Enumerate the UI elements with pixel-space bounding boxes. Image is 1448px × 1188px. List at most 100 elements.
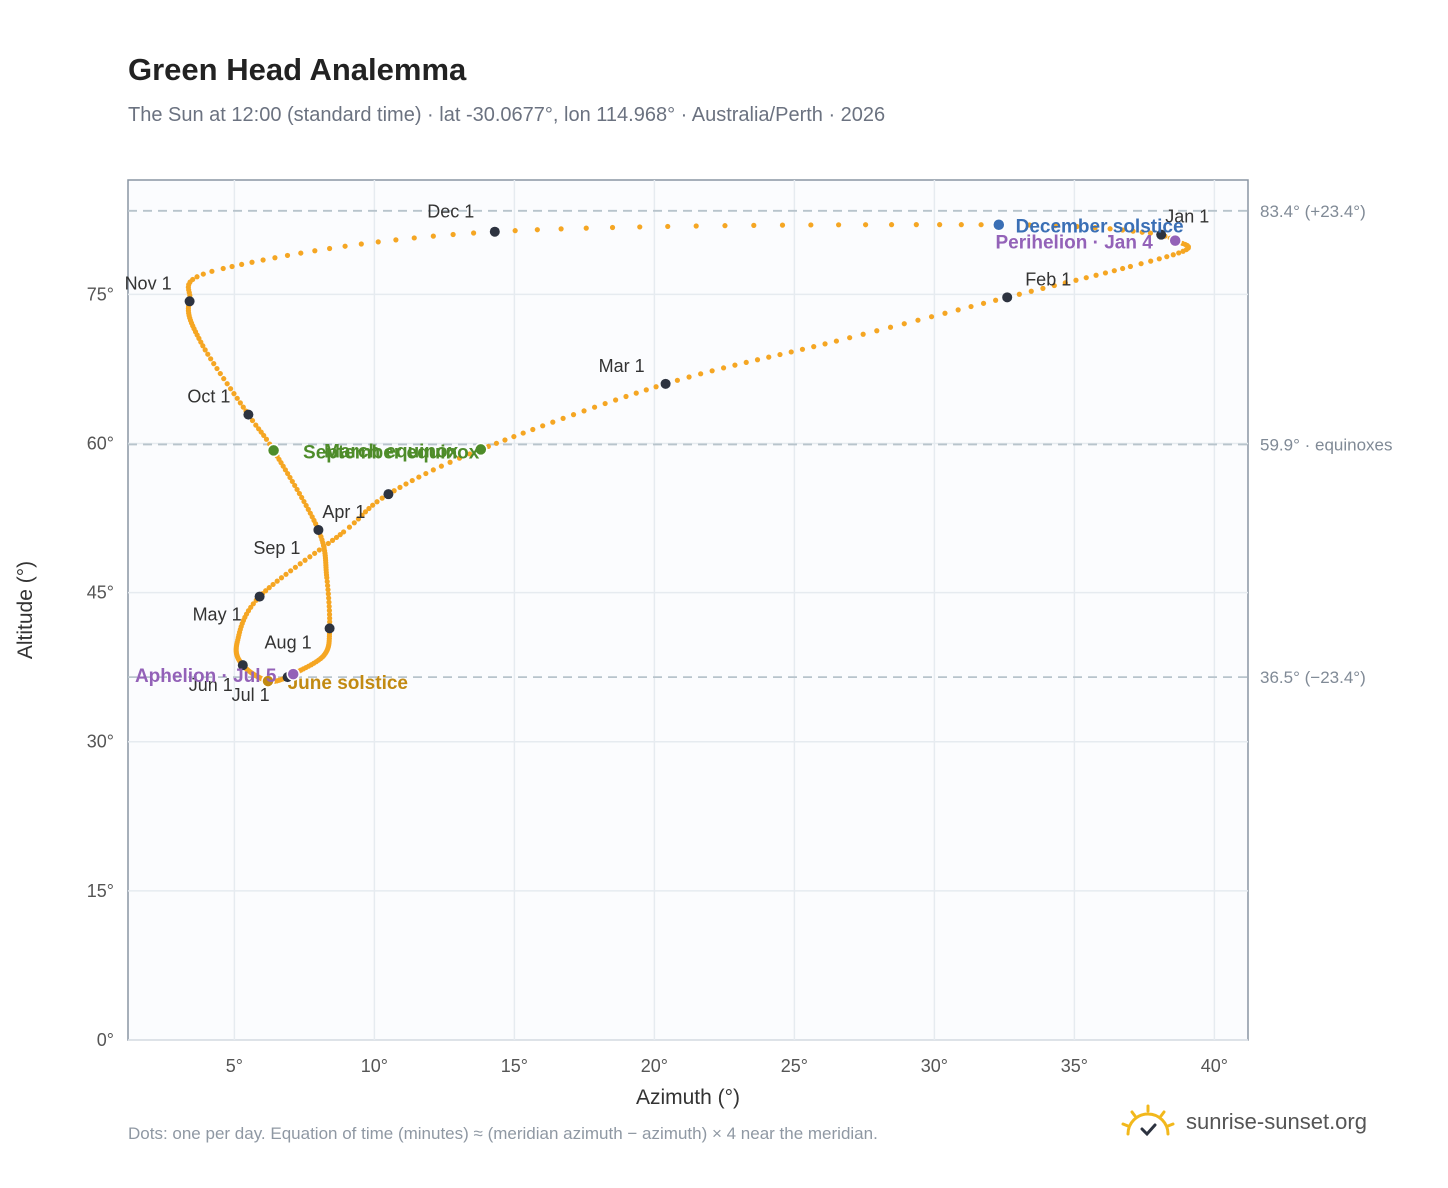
day-dot [326, 603, 332, 610]
day-dot [292, 564, 298, 570]
day-dot [901, 321, 907, 327]
event-marker [266, 443, 281, 458]
day-dot [1016, 291, 1022, 297]
day-dot [693, 223, 699, 229]
day-dot [913, 222, 919, 228]
day-dot [1156, 256, 1162, 262]
month-label: Jan 1 [1165, 207, 1209, 227]
x-axis-label: Azimuth (°) [636, 1086, 740, 1109]
day-dot [1107, 226, 1113, 232]
day-dot [1026, 222, 1033, 228]
day-dot [278, 575, 285, 581]
day-dot [447, 459, 453, 465]
day-dot [822, 341, 828, 347]
day-dot [299, 494, 305, 501]
day-dot [1127, 263, 1133, 270]
month-label: Apr 1 [322, 502, 365, 522]
y-tick-label: 0° [97, 1030, 114, 1050]
day-dot [534, 227, 540, 233]
day-dot [411, 235, 417, 241]
day-dot [955, 307, 961, 313]
day-dot [1147, 230, 1154, 236]
event-label: December solstice [1016, 217, 1184, 238]
event-marker [261, 674, 275, 688]
month-label: Dec 1 [427, 202, 474, 222]
y-tick-label: 75° [87, 284, 114, 304]
day-dot [860, 331, 866, 337]
brand[interactable]: sunrise-sunset.org [1120, 1104, 1367, 1140]
day-dot [379, 495, 385, 501]
day-dot [303, 502, 309, 509]
day-dot [530, 426, 536, 433]
y-axis-label: Altitude (°) [14, 561, 37, 659]
day-dot [284, 252, 291, 259]
day-dot [637, 224, 643, 230]
day-dot [788, 349, 794, 355]
day-dot [423, 470, 429, 477]
day-dot [1119, 227, 1126, 233]
day-dot [326, 607, 332, 614]
day-dot [777, 351, 783, 358]
day-dot [316, 547, 322, 553]
day-dot [467, 451, 473, 457]
day-dot [296, 490, 302, 497]
event-label: March equinox [324, 441, 459, 462]
day-dot [234, 395, 240, 401]
day-dot [274, 578, 280, 584]
day-dot [623, 393, 629, 400]
day-dot [266, 585, 272, 591]
day-dot [430, 233, 436, 239]
day-dot [450, 231, 456, 238]
day-dot [397, 484, 403, 490]
day-dot [326, 599, 332, 605]
day-dot [847, 335, 853, 341]
day-dot [329, 537, 336, 543]
day-dot [205, 351, 211, 357]
day-dot [1176, 250, 1182, 256]
day-dot [560, 415, 566, 421]
event-label: September equinox [303, 442, 480, 463]
day-dot [202, 347, 208, 353]
day-dot [211, 361, 217, 367]
month-label: Oct 1 [187, 387, 230, 407]
day-dot [337, 532, 343, 538]
day-dot [301, 498, 307, 505]
day-dot [1120, 265, 1126, 272]
day-dot [375, 239, 381, 245]
x-tick-label: 5° [226, 1056, 243, 1076]
day-dot [766, 354, 772, 360]
day-dot [665, 223, 671, 230]
day-dot [633, 390, 639, 396]
day-dot [512, 228, 518, 234]
day-dot [305, 506, 311, 512]
reference-line-label: 36.5° (−23.4°) [1260, 668, 1366, 687]
day-dot [302, 557, 308, 563]
day-dot [754, 357, 761, 363]
day-dot [260, 257, 266, 263]
day-dot [1138, 261, 1144, 267]
day-dot [333, 534, 340, 541]
day-dot [1062, 280, 1068, 286]
day-dot [811, 344, 817, 350]
event-label: Aphelion · Jul 5 [135, 666, 277, 687]
reference-lines: 83.4° (+23.4°) 59.9° · equinoxes 36.5° (−2… [128, 202, 1393, 687]
day-dot [550, 419, 556, 425]
day-dot [942, 310, 948, 316]
day-dot [351, 520, 357, 526]
month-label: May 1 [193, 605, 242, 625]
grid-lines [128, 180, 1248, 1041]
day-dot [416, 474, 422, 480]
day-dot [214, 365, 220, 372]
x-tick-label: 35° [1061, 1056, 1088, 1076]
day-dot [511, 433, 517, 440]
day-dot [1092, 225, 1098, 231]
day-dot [272, 255, 278, 261]
day-dot [1139, 229, 1145, 235]
day-dot [327, 619, 333, 625]
day-dot [253, 422, 259, 428]
day-dot [915, 317, 921, 323]
day-dot [327, 245, 333, 252]
month-dot [237, 660, 248, 671]
month-dot [1002, 292, 1013, 303]
